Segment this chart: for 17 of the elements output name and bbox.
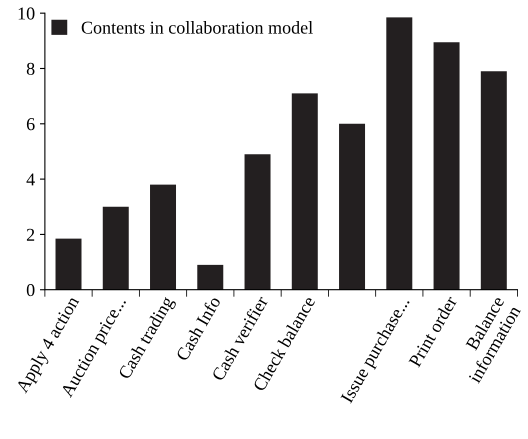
y-tick-label: 0 <box>26 284 34 296</box>
y-tick-label: 8 <box>26 62 34 75</box>
y-tick-label: 10 <box>18 7 34 20</box>
bar <box>244 154 271 290</box>
bar <box>339 124 366 290</box>
legend-label: Contents in collaboration model <box>82 21 313 34</box>
bar <box>197 264 224 290</box>
bar <box>480 71 507 290</box>
bar <box>102 206 129 290</box>
y-tick-label: 6 <box>26 118 35 130</box>
bar <box>292 93 318 290</box>
bar <box>434 42 460 290</box>
bar <box>386 17 412 290</box>
y-tick-label: 4 <box>26 173 35 186</box>
bar <box>150 184 176 290</box>
bar <box>56 238 82 290</box>
y-tick-label: 2 <box>26 228 34 241</box>
